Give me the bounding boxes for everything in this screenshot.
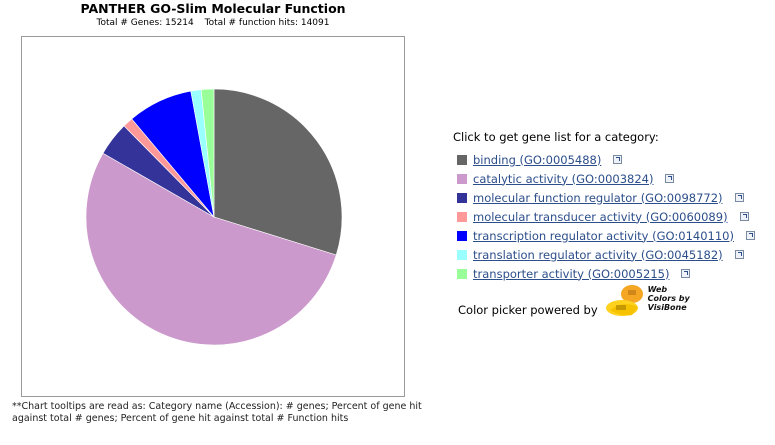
external-link-icon[interactable] [681,269,691,278]
logo-line-2: Colors by [647,294,690,303]
legend-swatch [457,249,467,260]
legend-item[interactable]: molecular transducer activity (GO:006008… [457,207,768,226]
chart-subtitle: Total # Genes: 15214 Total # function hi… [0,18,426,28]
pie-slice[interactable]: binding (GO:0005488) [213,88,343,256]
total-genes-label: Total # Genes: 15214 [96,18,194,28]
visibone-logo-text: Web Colors by VisiBone [648,285,690,312]
visibone-logo-icon [605,285,643,316]
legend-link[interactable]: translation regulator activity (GO:00451… [473,247,723,262]
category-legend: Click to get gene list for a category: b… [453,130,768,283]
color-picker-label: Color picker powered by [458,302,598,317]
legend-item[interactable]: transporter activity (GO:0005215) [457,264,768,283]
legend-link[interactable]: transporter activity (GO:0005215) [473,266,670,281]
legend-item[interactable]: translation regulator activity (GO:00451… [457,245,768,264]
legend-swatch [457,192,467,203]
legend-item[interactable]: catalytic activity (GO:0003824) [457,169,768,188]
legend-swatch [457,268,467,279]
external-link-icon[interactable] [739,212,749,221]
external-link-icon[interactable] [734,193,744,202]
legend-link[interactable]: binding (GO:0005488) [473,152,602,167]
pie-slice[interactable]: transporter activity (GO:0005215) [200,88,215,218]
external-link-icon[interactable] [745,231,755,240]
legend-link[interactable]: molecular function regulator (GO:0098772… [473,190,723,205]
legend-link[interactable]: catalytic activity (GO:0003824) [473,171,654,186]
logo-line-3: VisiBone [647,303,687,312]
visibone-logo[interactable]: Web Colors by VisiBone [602,283,697,323]
legend-swatch [457,154,467,165]
chart-title: PANTHER GO-Slim Molecular Function [80,1,346,16]
external-link-icon[interactable] [613,155,623,164]
logo-line-1: Web [647,285,668,294]
legend-link[interactable]: molecular transducer activity (GO:006008… [473,209,728,224]
total-hits-label: Total # function hits: 14091 [204,18,330,28]
pie-chart-panel: binding (GO:0005488)catalytic activity (… [21,36,405,397]
external-link-icon[interactable] [665,174,675,183]
legend-swatch [457,173,467,184]
pie-slice[interactable]: catalytic activity (GO:0003824) [85,152,337,346]
legend-list: binding (GO:0005488) catalytic activity (… [453,150,768,283]
color-picker-credit: Color picker powered by Web Colors by Vi… [458,283,697,323]
legend-item[interactable]: molecular function regulator (GO:0098772… [457,188,768,207]
legend-item[interactable]: binding (GO:0005488) [457,150,768,169]
legend-link[interactable]: transcription regulator activity (GO:014… [473,228,734,243]
pie-chart: binding (GO:0005488)catalytic activity (… [85,88,343,346]
legend-item[interactable]: transcription regulator activity (GO:014… [457,226,768,245]
tooltip-footnote: **Chart tooltips are read as: Category n… [12,401,422,424]
external-link-icon[interactable] [734,250,744,259]
legend-heading: Click to get gene list for a category: [453,130,659,144]
legend-swatch [457,230,467,241]
legend-swatch [457,211,467,222]
